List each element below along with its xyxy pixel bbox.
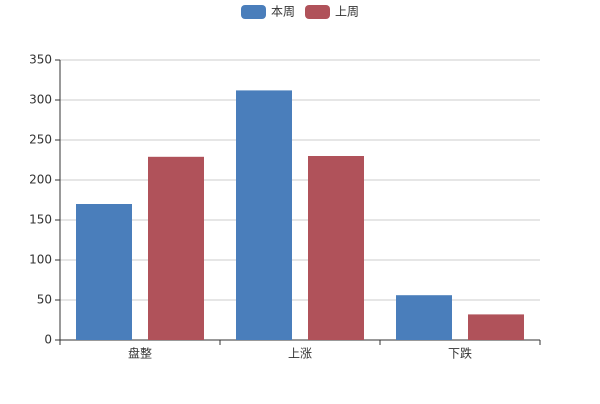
x-tick-label: 上涨 [288, 346, 312, 361]
y-tick-label: 100 [29, 253, 52, 267]
legend-swatch[interactable] [241, 5, 266, 19]
y-tick-label: 50 [37, 293, 52, 307]
bar [468, 314, 524, 340]
y-tick-label: 350 [29, 53, 52, 67]
y-tick-label: 200 [29, 173, 52, 187]
bar [76, 204, 132, 340]
bar [236, 90, 292, 341]
x-tick-label: 盘整 [128, 346, 152, 361]
bar [396, 295, 452, 340]
legend-label[interactable]: 上周 [335, 5, 359, 19]
y-tick-label: 150 [29, 213, 52, 227]
y-tick-label: 0 [44, 333, 52, 347]
bar [308, 156, 364, 340]
y-tick-label: 250 [29, 133, 52, 147]
x-tick-label: 下跌 [448, 346, 472, 361]
legend-label[interactable]: 本周 [271, 5, 295, 19]
legend-swatch[interactable] [305, 5, 330, 19]
bar [148, 156, 204, 340]
y-tick-label: 300 [29, 93, 52, 107]
